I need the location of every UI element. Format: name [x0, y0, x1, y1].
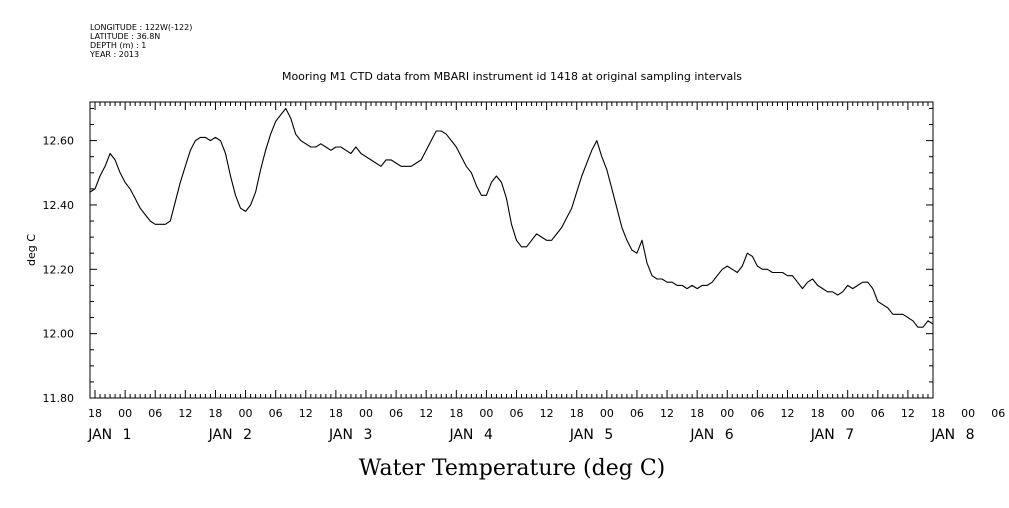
y-tick-label: 12.20: [43, 263, 75, 276]
x-axis-label: Water Temperature (deg C): [359, 456, 666, 481]
x-hour-label: 18: [88, 407, 102, 420]
x-hour-label: 06: [991, 407, 1005, 420]
x-hour-label: 06: [389, 407, 403, 420]
x-day-month-label: JAN: [689, 427, 714, 443]
x-hour-label: 12: [540, 407, 554, 420]
x-day-number-label: 8: [966, 427, 975, 443]
x-hour-label: 12: [299, 407, 313, 420]
x-hour-label: 06: [148, 407, 162, 420]
x-hour-label: 18: [931, 407, 945, 420]
x-day-month-label: JAN: [810, 427, 835, 443]
series-layer: [89, 107, 934, 328]
x-hour-label: 18: [329, 407, 343, 420]
x-hour-label: 18: [811, 407, 825, 420]
x-hour-label: 00: [720, 407, 734, 420]
depth-label: DEPTH (m) : 1: [90, 41, 146, 50]
x-day-number-label: 1: [123, 427, 132, 443]
x-day-month-label: JAN: [930, 427, 955, 443]
y-axis-label: deg C: [25, 234, 38, 266]
x-day-month-label: JAN: [448, 427, 473, 443]
year-label: YEAR : 2013: [89, 50, 139, 59]
x-hour-label: 18: [570, 407, 584, 420]
y-tick-label: 12.40: [43, 199, 75, 212]
x-hour-label: 06: [871, 407, 885, 420]
x-hour-label: 00: [479, 407, 493, 420]
latitude-label: LATITUDE : 36.8N: [90, 32, 160, 41]
longitude-label: LONGITUDE : 122W(-122): [90, 23, 192, 32]
chart-title: Mooring M1 CTD data from MBARI instrumen…: [282, 70, 742, 83]
x-hour-label: 06: [630, 407, 644, 420]
x-day-month-label: JAN: [208, 427, 233, 443]
x-hour-label: 06: [269, 407, 283, 420]
x-day-number-label: 3: [364, 427, 373, 443]
x-hour-label: 18: [449, 407, 463, 420]
x-hour-label: 12: [419, 407, 433, 420]
y-tick-label: 11.80: [43, 392, 75, 405]
x-hour-label: 18: [690, 407, 704, 420]
x-hour-label: 00: [118, 407, 132, 420]
x-day-number-label: 6: [725, 427, 734, 443]
x-hour-label: 00: [600, 407, 614, 420]
x-hour-label: 00: [841, 407, 855, 420]
x-day-month-label: JAN: [328, 427, 353, 443]
metadata-block: LONGITUDE : 122W(-122) LATITUDE : 36.8N …: [89, 23, 192, 59]
temperature-series-line: [89, 107, 934, 328]
x-day-number-label: 5: [604, 427, 613, 443]
x-hour-label: 06: [750, 407, 764, 420]
x-day-number-label: 2: [243, 427, 252, 443]
x-day-month-label: JAN: [87, 427, 112, 443]
x-hour-label: 12: [901, 407, 915, 420]
x-hour-label: 00: [359, 407, 373, 420]
y-axis: 11.80 12.00 12.20 12.40 12.60: [43, 107, 933, 405]
y-tick-label: 12.00: [43, 328, 75, 341]
x-axis: 18 00 06 12 18 00 06 12 18 00 06 12 18 00 06 12 18 00 06 12…: [87, 102, 1005, 443]
plot-frame: [89, 101, 934, 399]
y-tick-label: 12.60: [43, 135, 75, 148]
x-hour-label: 12: [660, 407, 674, 420]
x-hour-label: 00: [239, 407, 253, 420]
x-day-number-label: 4: [484, 427, 493, 443]
x-hour-label: 12: [780, 407, 794, 420]
x-hour-label: 12: [178, 407, 192, 420]
x-day-month-label: JAN: [569, 427, 594, 443]
x-day-number-label: 7: [845, 427, 854, 443]
x-hour-label: 18: [208, 407, 222, 420]
x-hour-label: 00: [961, 407, 975, 420]
x-hour-label: 06: [510, 407, 524, 420]
